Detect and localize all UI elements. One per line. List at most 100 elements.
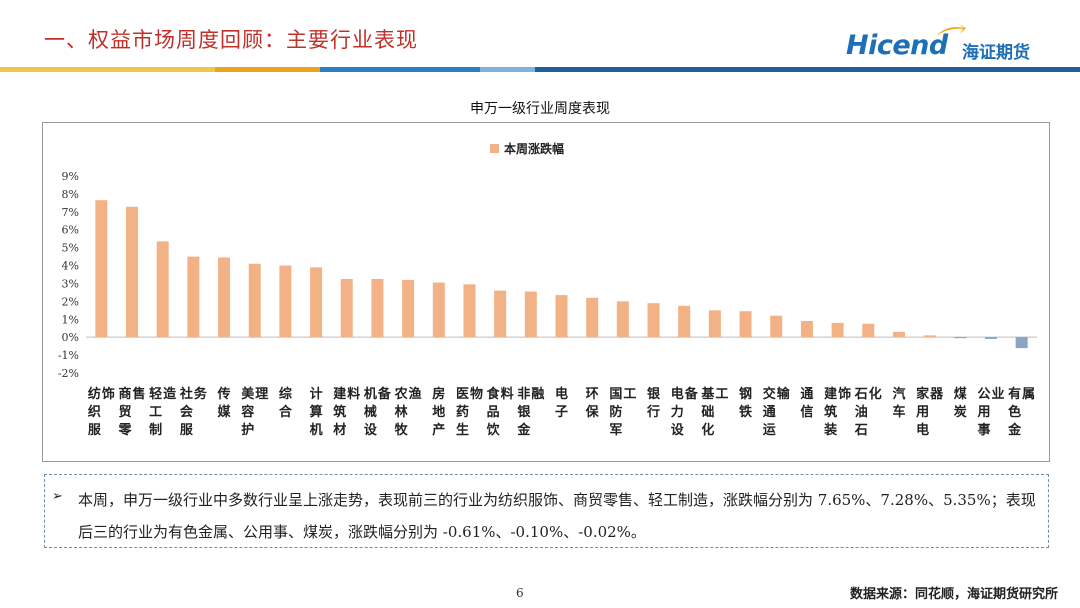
data-source: 数据来源：同花顺，海证期货研究所	[849, 587, 1058, 602]
chart-title: 申万一级行业周度表现	[470, 101, 610, 117]
x-category-label: 环	[586, 387, 599, 402]
x-category-label: 化	[869, 386, 882, 402]
x-category-label: 机	[364, 386, 377, 402]
x-category-label: 汽	[892, 386, 905, 402]
x-category-label: 公	[977, 387, 990, 402]
x-category-label: 备	[377, 386, 392, 402]
x-category-label: 家	[916, 386, 930, 402]
page-title: 一、权益市场周度回顾：主要行业表现	[44, 28, 418, 52]
page-number: 6	[516, 586, 524, 600]
x-category-label: 生	[456, 422, 469, 438]
y-tick-label: 9%	[62, 170, 79, 183]
x-category-label: 银	[647, 386, 661, 402]
x-category-label: 国	[609, 387, 622, 402]
x-category-label: 保	[585, 404, 600, 420]
bar	[954, 337, 967, 339]
x-category-label: 炭	[954, 404, 967, 420]
header-stripe-segment	[0, 67, 215, 72]
x-category-label: 品	[487, 405, 500, 420]
x-category-label: 电	[555, 386, 568, 402]
x-category-label: 算	[310, 404, 323, 420]
x-category-label: 银	[517, 404, 531, 420]
x-category-label: 有	[1008, 386, 1021, 402]
x-category-label: 机	[310, 422, 323, 438]
x-category-label: 理	[255, 387, 268, 402]
x-category-label: 媒	[218, 404, 232, 420]
legend-label: 本周涨跌幅	[504, 141, 564, 156]
bar	[923, 335, 936, 338]
bar	[463, 284, 476, 338]
x-category-label: 车	[892, 404, 905, 420]
x-category-label: 交	[763, 386, 776, 402]
bar	[862, 323, 875, 338]
y-tick-label: -2%	[58, 367, 79, 380]
x-category-label: 服	[88, 423, 102, 438]
x-category-label: 料	[501, 386, 514, 402]
logo-text-cn: 海证期货	[962, 43, 1030, 63]
x-category-label: 工	[715, 387, 728, 402]
x-category-label: 会	[180, 404, 194, 420]
y-tick-label: 7%	[62, 206, 79, 219]
bar	[524, 291, 537, 338]
bar	[494, 290, 507, 338]
x-category-label: 煤	[954, 386, 967, 402]
x-category-label: 融	[531, 386, 544, 402]
x-category-label: 铁	[738, 404, 752, 420]
x-category-label: 运	[763, 423, 776, 438]
legend-swatch	[490, 144, 499, 153]
bar	[708, 310, 721, 338]
y-tick-label: 2%	[62, 295, 79, 308]
bar	[402, 279, 415, 338]
bar	[831, 322, 844, 338]
y-tick-label: 1%	[62, 313, 79, 326]
header-stripe-segment	[480, 67, 535, 72]
x-category-label: 筑	[333, 404, 346, 420]
x-category-label: 建	[824, 386, 837, 402]
bar	[310, 267, 323, 338]
x-category-label: 工	[623, 387, 636, 402]
x-category-label: 备	[684, 386, 699, 402]
y-tick-label: 3%	[62, 277, 79, 290]
x-category-label: 商	[119, 386, 132, 402]
x-category-label: 通	[800, 386, 813, 402]
x-category-label: 材	[333, 422, 346, 438]
y-tick-label: -1%	[58, 349, 79, 362]
x-category-label: 器	[929, 387, 944, 402]
x-category-label: 物	[470, 386, 483, 402]
x-category-label: 工	[149, 405, 162, 420]
bar	[95, 200, 108, 338]
x-category-label: 制	[149, 422, 162, 438]
x-category-label: 属	[1022, 387, 1035, 402]
x-category-label: 用	[915, 405, 929, 420]
x-category-label: 美	[241, 386, 255, 402]
bar	[371, 278, 384, 338]
x-category-label: 料	[347, 386, 360, 402]
x-category-label: 贸	[119, 404, 132, 420]
x-category-label: 容	[240, 404, 254, 420]
x-category-label: 饰	[838, 386, 851, 402]
x-category-label: 综	[279, 386, 292, 402]
x-category-label: 产	[432, 422, 445, 438]
x-category-label: 建	[333, 386, 346, 402]
y-tick-label: 6%	[62, 224, 79, 237]
x-category-label: 油	[855, 404, 868, 420]
x-category-label: 用	[976, 405, 990, 420]
x-category-label: 农	[394, 386, 408, 402]
header-stripe-segment	[320, 67, 480, 72]
x-category-label: 务	[194, 386, 208, 402]
x-category-label: 业	[991, 386, 1004, 402]
x-category-label: 服	[180, 423, 194, 438]
x-category-label: 电	[671, 386, 684, 402]
bar	[218, 257, 231, 338]
bar	[616, 301, 629, 338]
bar	[647, 303, 660, 338]
x-category-label: 纺	[88, 386, 101, 402]
x-category-label: 子	[555, 405, 568, 420]
x-category-label: 金	[516, 422, 531, 438]
x-category-label: 础	[701, 404, 714, 420]
bar	[586, 297, 599, 338]
x-category-label: 通	[763, 404, 776, 420]
y-tick-label: 4%	[62, 260, 79, 273]
bar	[279, 265, 292, 338]
logo-text-en: Hicend	[846, 30, 948, 61]
